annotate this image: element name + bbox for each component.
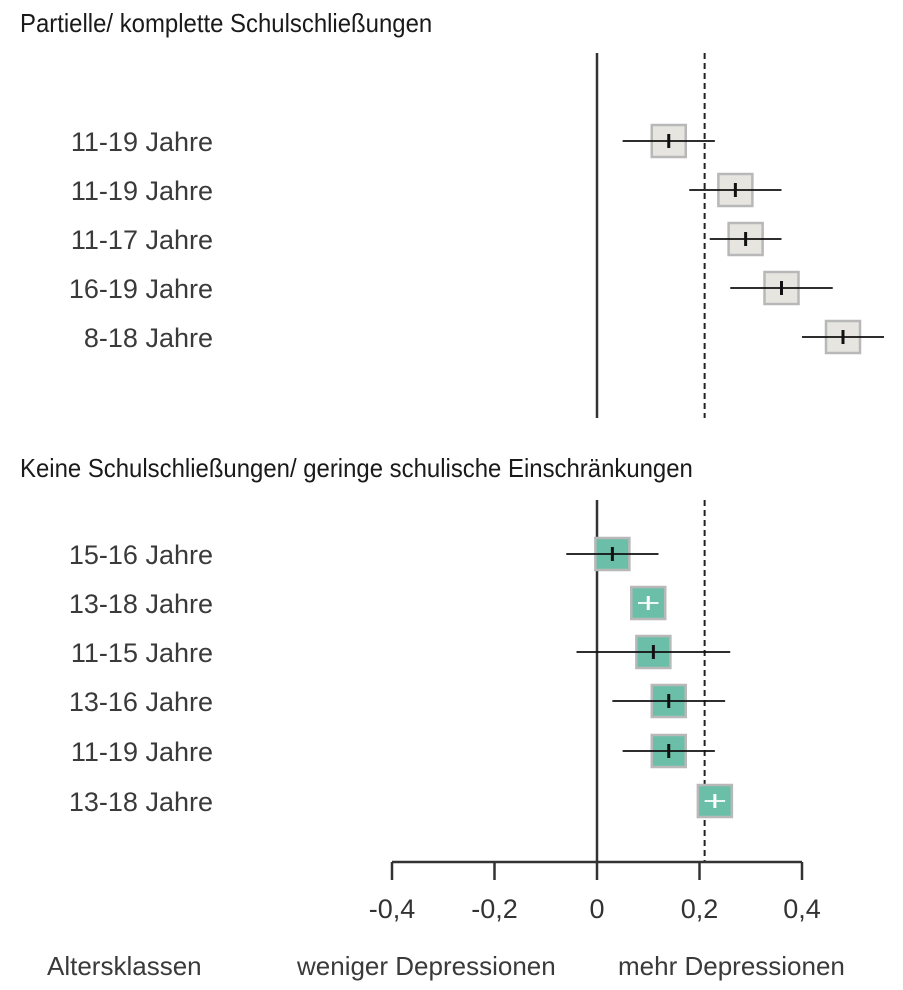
row-label: 11-19 Jahre [71, 176, 213, 206]
group-1-title: Partielle/ komplette Schulschließungen [20, 8, 433, 38]
footer-weniger-depressionen: weniger Depressionen [296, 951, 556, 981]
footer-mehr-depressionen: mehr Depressionen [618, 951, 845, 981]
row-label: 13-16 Jahre [69, 687, 213, 717]
row-label: 11-19 Jahre [71, 127, 213, 157]
footer-altersklassen: Altersklassen [47, 951, 202, 981]
x-tick-label: 0 [589, 894, 604, 924]
row-label: 13-18 Jahre [69, 589, 213, 619]
row-label: 13-18 Jahre [69, 787, 213, 817]
row-label: 11-15 Jahre [71, 638, 213, 668]
row-label: 15-16 Jahre [69, 540, 213, 570]
x-tick-label: -0,2 [471, 894, 518, 924]
x-tick-label: 0,4 [783, 894, 821, 924]
row-label: 8-18 Jahre [84, 323, 213, 353]
row-label: 11-17 Jahre [71, 225, 213, 255]
group-2-title: Keine Schulschließungen/ geringe schulis… [20, 453, 693, 483]
x-tick-label: 0,2 [681, 894, 719, 924]
x-tick-label: -0,4 [369, 894, 416, 924]
row-label: 16-19 Jahre [69, 274, 213, 304]
row-label: 11-19 Jahre [71, 737, 213, 767]
